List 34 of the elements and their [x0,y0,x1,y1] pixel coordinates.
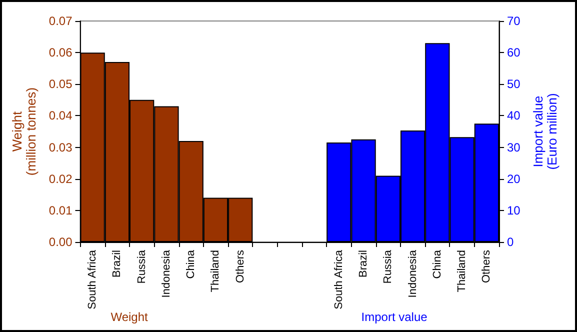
text: Import value [361,310,428,324]
y2-tick-label: 20 [507,172,521,186]
x-tick-label: Others [234,250,246,284]
y-tick-label: 0.04 [48,108,73,123]
y2-tick-label: 60 [507,46,521,60]
y-tick-label: 0.03 [48,140,73,154]
y2-tick-label: 10 [507,203,521,218]
y2-tick-label: 30 [507,140,521,154]
x-tick-label: Russia [136,249,148,284]
x-tick-label: Thailand [456,250,468,292]
x-tick-label: Brazil [111,250,124,278]
y-tick-label: 0.07 [48,14,73,28]
x-tick-label: Indonesia [406,249,419,298]
y-tick-label: 0.01 [48,203,73,218]
y2-tick-label: 70 [507,14,521,28]
y-tick-label: 0.00 [48,235,73,249]
y2-tick-label: 50 [507,77,521,92]
x-tick-label: South Africa [332,249,345,310]
y2-axis-title: Import value (Euro million) [530,93,560,170]
x-tick-label: Indonesia [160,249,172,298]
x-tick-label: China [431,249,444,279]
y-tick-label: 0.06 [48,46,73,60]
y-tick-label: 0.05 [48,77,73,92]
x-tick-label: Russia [382,249,394,284]
y2-tick-label: 0 [507,235,514,249]
x-tick-label: South Africa [86,249,99,310]
text: Weight [110,310,149,324]
x-tick-label: Others [480,250,493,284]
x-tick-label: Thailand [210,250,222,292]
y2-tick-label: 40 [507,108,521,123]
x-tick-label: China [185,249,198,279]
y-tick-label: 0.02 [48,172,73,186]
x-tick-label: Brazil [358,250,370,278]
y-axis-title: Weight (million tonnes) [10,87,38,176]
